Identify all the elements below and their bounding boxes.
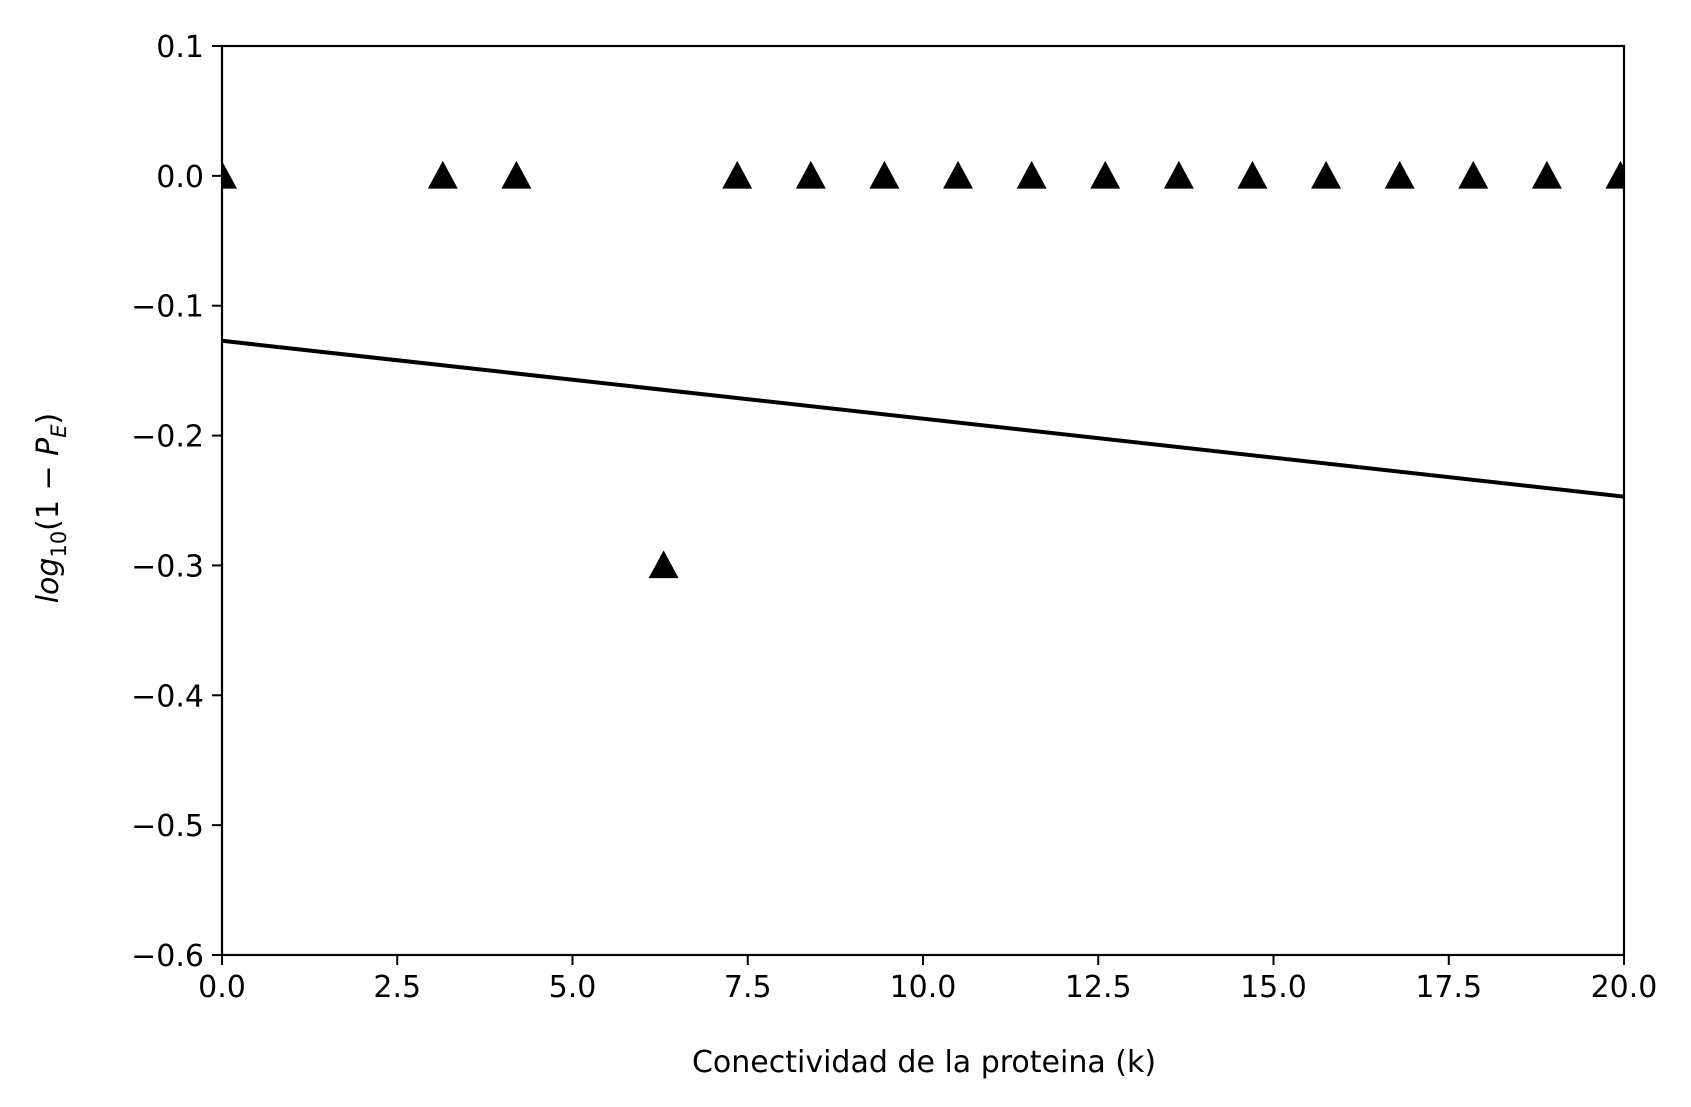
- x-tick-label: 12.5: [1065, 970, 1132, 1005]
- scatter-point-15: [1531, 160, 1562, 189]
- x-tick-label: 15.0: [1240, 970, 1307, 1005]
- y-tick-label: −0.3: [131, 549, 204, 584]
- scatter-point-0: [222, 160, 237, 189]
- scatter-point-2: [501, 160, 532, 189]
- x-tick-label: 17.5: [1415, 970, 1482, 1005]
- y-tick-label: −0.4: [131, 679, 204, 714]
- scatter-point-1: [427, 160, 458, 189]
- data-layer: [222, 160, 1624, 579]
- scatter-point-16: [1605, 160, 1624, 189]
- x-tick-label: 5.0: [549, 970, 597, 1005]
- scatter-point-5: [795, 160, 826, 189]
- scatter-point-14: [1458, 160, 1489, 189]
- x-tick-label: 7.5: [724, 970, 772, 1005]
- scatter-point-3: [648, 550, 679, 579]
- scatter-point-10: [1163, 160, 1194, 189]
- x-tick-label: 0.0: [198, 970, 246, 1005]
- plot-area: [222, 160, 1624, 579]
- scatter-point-4: [722, 160, 753, 189]
- y-tick-label: 0.0: [156, 160, 204, 195]
- axes: 0.0 2.5 5.0 7.5 10.0 12.5 15.0 17.5 20.00.10.0−0…: [131, 30, 1657, 1005]
- y-tick-label: −0.2: [131, 420, 204, 455]
- scatter-point-12: [1311, 160, 1342, 189]
- scatter-point-9: [1090, 160, 1121, 189]
- x-tick-label: 2.5: [373, 970, 421, 1005]
- scatter-point-11: [1237, 160, 1268, 189]
- x-axis-label: Conectividad de la proteina (k): [692, 1045, 1156, 1080]
- y-tick-label: −0.1: [131, 290, 204, 325]
- y-axis-label: log10(1 − PE): [31, 413, 71, 604]
- scatter-point-6: [869, 160, 900, 189]
- scatter-point-8: [1016, 160, 1047, 189]
- scatter-point-7: [943, 160, 974, 189]
- y-tick-label: −0.5: [131, 809, 204, 844]
- y-tick-label: 0.1: [156, 30, 204, 65]
- x-tick-label: 20.0: [1591, 970, 1658, 1005]
- trend-line: [222, 338, 1624, 499]
- scatter-point-13: [1384, 160, 1415, 189]
- x-tick-label: 10.0: [890, 970, 957, 1005]
- y-tick-label: −0.6: [131, 939, 204, 974]
